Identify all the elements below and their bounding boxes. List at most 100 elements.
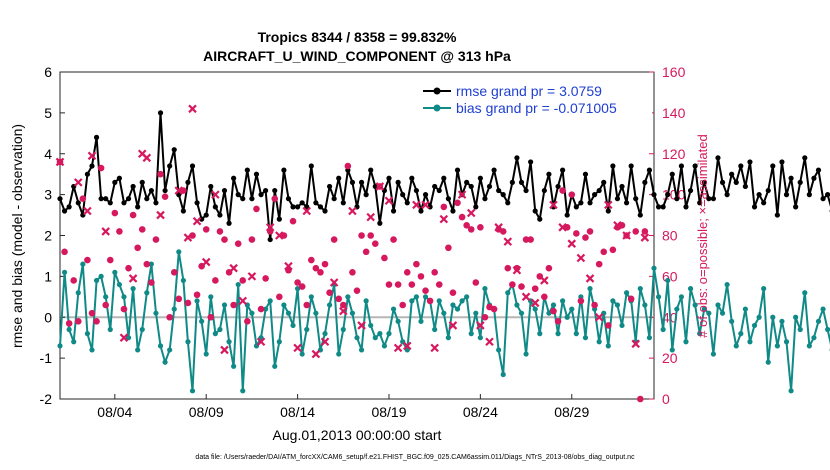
rmse-point [706,196,712,202]
obs-possible-marker [413,260,420,268]
rmse-point [765,187,771,194]
obs-possible-marker [605,322,612,329]
obs-assimilated-marker [375,182,385,191]
bias-point [751,322,758,329]
obs-possible-marker [609,246,617,254]
rmse-point [212,204,218,210]
obs-possible-marker [244,318,251,325]
bias-point [678,294,685,300]
rmse-point [363,192,369,198]
rmse-point [623,200,630,206]
rmse-point [715,155,721,161]
bias-point [459,298,465,304]
obs-possible-marker [550,307,557,315]
obs-possible-marker [111,209,119,217]
obs-possible-marker [308,256,315,264]
rmse-point [729,171,735,177]
rmse-point [674,196,680,202]
rmse-point [701,179,707,185]
obs-assimilated-marker [247,272,257,281]
rmse-point [669,171,675,177]
rmse-point [336,175,342,181]
bias-point [729,318,735,324]
obs-assimilated-marker [466,208,476,218]
bias-point [742,306,748,312]
obs-possible-marker [399,301,406,309]
bias-point [692,302,698,308]
bias-point [518,310,525,316]
y-tick-label: 0 [44,309,52,325]
obs-possible-marker [390,236,397,243]
bias-point [368,322,374,329]
rmse-point [317,204,324,210]
rmse-point [468,183,474,190]
x-tick-label: 08/19 [371,404,406,420]
bias-point [582,335,589,341]
obs-assimilated-marker [485,337,494,347]
obs-possible-marker [467,226,475,233]
rmse-point [756,192,762,198]
bias-point [505,290,511,296]
rmse-point [637,212,643,218]
rmse-point [710,196,717,202]
rmse-point [619,183,625,190]
rmse-point [811,175,817,181]
obs-possible-marker [353,287,361,294]
rmse-point [98,196,104,202]
rmse-point [116,175,122,181]
rmse-point [751,204,758,210]
obs-assimilated-marker [119,333,129,342]
obs-possible-marker [335,295,343,303]
obs-possible-marker [193,291,201,299]
obs-possible-marker [394,281,402,288]
obs-possible-marker [321,260,329,268]
obs-possible-marker [595,260,603,268]
obs-possible-marker [554,318,562,325]
bias-point [61,269,68,275]
rmse-point [532,208,538,214]
obs-possible-marker [202,226,210,233]
obs-assimilated-marker [311,349,321,359]
obs-possible-marker [531,285,539,292]
bias-point [793,314,799,320]
rmse-point [418,208,424,214]
obs-possible-marker [636,395,644,403]
rmse-point [267,236,273,243]
obs-assimilated-marker [576,253,586,263]
bias-point [231,363,237,369]
bias-point [326,302,333,308]
bias-point [153,310,159,316]
obs-possible-marker [170,268,178,276]
bias-point [560,298,566,304]
bias-point [724,281,730,288]
obs-possible-marker [568,191,576,198]
obs-possible-marker [216,228,224,235]
rmse-point [770,163,776,169]
rmse-point [135,204,141,210]
bias-point [240,388,246,394]
rmse-point [665,192,671,198]
obs-assimilated-marker [604,200,613,210]
y-tick-label: 4 [44,146,52,162]
bias-point [121,294,127,300]
bias-point [756,314,762,320]
obs-possible-marker [403,268,411,276]
bias-point [217,326,223,333]
obs-possible-marker [422,287,429,294]
obs-possible-marker [276,293,283,301]
bias-point [482,286,488,292]
rmse-point [555,183,561,190]
legend-rmse-label: rmse grand pr = 3.0759 [456,83,602,99]
obs-possible-marker [381,254,388,262]
rmse-point [107,200,113,206]
x-tick-label: 08/09 [189,404,224,420]
bias-point [779,318,785,324]
obs-assimilated-marker [201,257,211,267]
bias-point [212,331,218,337]
rmse-point [272,187,278,194]
rmse-point [596,187,602,194]
y2-tick-label: 140 [662,105,686,121]
bias-point [221,302,228,308]
rmse-point [802,155,808,161]
rmse-point [450,208,456,214]
